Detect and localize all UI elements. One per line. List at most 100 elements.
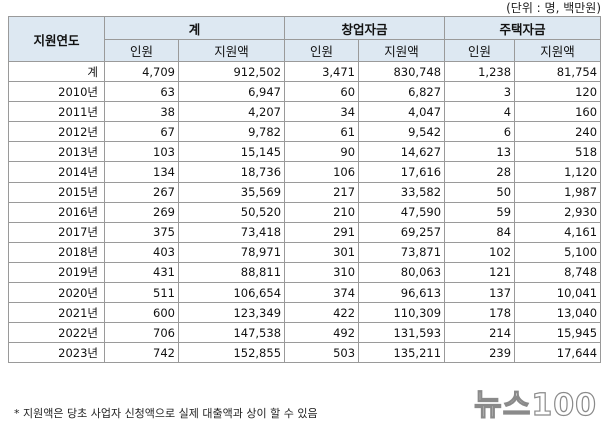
value-cell: 14,627 [358, 141, 446, 163]
value-cell: 102 [444, 241, 516, 263]
value-cell: 106 [284, 161, 360, 183]
value-cell: 35,569 [177, 181, 286, 203]
value-cell: 18,736 [177, 161, 286, 183]
row-year-cell: 2013년 [8, 141, 105, 163]
row-year-cell: 2010년 [8, 81, 105, 103]
value-cell: 600 [104, 302, 179, 324]
sub-header: 지원액 [177, 39, 286, 62]
sub-header: 지원액 [358, 39, 446, 62]
value-cell: 267 [104, 181, 179, 203]
value-cell: 4,207 [177, 101, 286, 123]
value-cell: 503 [284, 342, 360, 364]
value-cell: 34 [284, 101, 360, 123]
table-row: 2016년 269 50,520 210 47,590 59 2,930 [8, 201, 602, 223]
value-cell: 301 [284, 241, 360, 263]
value-cell: 8,748 [514, 261, 602, 284]
value-cell: 210 [284, 201, 360, 223]
value-cell: 13 [444, 141, 516, 163]
value-cell: 63 [104, 81, 179, 103]
watermark-logo: 뉴스100 [474, 387, 597, 423]
value-cell: 47,590 [358, 201, 446, 223]
value-cell: 120 [514, 81, 602, 103]
value-cell: 4,047 [358, 101, 446, 123]
value-cell: 60 [284, 81, 360, 103]
value-cell: 4,161 [514, 221, 602, 243]
value-cell: 84 [444, 221, 516, 243]
sub-header: 인원 [444, 39, 516, 62]
value-cell: 81,754 [514, 60, 602, 83]
group-header-startup: 창업자금 [284, 16, 446, 40]
row-year-cell: 2012년 [8, 121, 105, 143]
value-cell: 9,782 [177, 121, 286, 143]
value-cell: 90 [284, 141, 360, 163]
value-cell: 152,855 [177, 342, 286, 364]
row-year-cell: 계 [8, 60, 105, 83]
table-row: 2020년 511 106,654 374 96,613 137 10,041 [8, 282, 602, 304]
value-cell: 123,349 [177, 302, 286, 324]
value-cell: 5,100 [514, 241, 602, 263]
table-row: 2018년 403 78,971 301 73,871 102 5,100 [8, 241, 602, 263]
value-cell: 147,538 [177, 322, 286, 344]
value-cell: 13,040 [514, 302, 602, 324]
value-cell: 422 [284, 302, 360, 324]
table-row: 2012년 67 9,782 61 9,542 6 240 [8, 121, 602, 143]
value-cell: 240 [514, 121, 602, 143]
value-cell: 50 [444, 181, 516, 203]
value-cell: 38 [104, 101, 179, 123]
footnote: * 지원액은 당초 사업자 신청액으로 실제 대출액과 상이 할 수 있음 [14, 407, 318, 420]
table-row: 2021년 600 123,349 422 110,309 178 13,040 [8, 302, 602, 324]
value-cell: 291 [284, 221, 360, 243]
value-cell: 178 [444, 302, 516, 324]
table-row: 계 4,709 912,502 3,471 830,748 1,238 81,754 [8, 60, 602, 83]
value-cell: 706 [104, 322, 179, 344]
row-year-cell: 2019년 [8, 261, 105, 284]
value-cell: 269 [104, 201, 179, 223]
value-cell: 6 [444, 121, 516, 143]
value-cell: 2,930 [514, 201, 602, 223]
value-cell: 61 [284, 121, 360, 143]
group-header-total: 계 [103, 16, 286, 40]
value-cell: 88,811 [177, 261, 286, 284]
value-cell: 1,987 [514, 181, 602, 203]
row-year-cell: 2020년 [8, 282, 105, 304]
row-year-cell: 2021년 [8, 302, 105, 324]
value-cell: 518 [514, 141, 602, 163]
value-cell: 73,871 [358, 241, 446, 263]
value-cell: 214 [444, 322, 516, 344]
value-cell: 3,471 [284, 60, 360, 83]
value-cell: 1,120 [514, 161, 602, 183]
value-cell: 17,616 [358, 161, 446, 183]
group-header-housing: 주택자금 [444, 16, 602, 40]
value-cell: 375 [104, 221, 179, 243]
unit-note: (단위 : 명, 백만원) [506, 1, 601, 15]
row-year-cell: 2015년 [8, 181, 105, 203]
value-cell: 6,947 [177, 81, 286, 103]
table-row: 2010년 63 6,947 60 6,827 3 120 [8, 81, 602, 103]
value-cell: 67 [104, 121, 179, 143]
row-year-cell: 2011년 [8, 101, 105, 123]
row-year-cell: 2023년 [8, 342, 105, 364]
value-cell: 9,542 [358, 121, 446, 143]
value-cell: 6,827 [358, 81, 446, 103]
value-cell: 80,063 [358, 261, 446, 284]
table-body: 계 4,709 912,502 3,471 830,748 1,238 81,754 2010… [8, 60, 602, 364]
table-row: 2011년 38 4,207 34 4,047 4 160 [8, 101, 602, 123]
row-year-cell: 2022년 [8, 322, 105, 344]
value-cell: 110,309 [358, 302, 446, 324]
value-cell: 15,945 [514, 322, 602, 344]
value-cell: 78,971 [177, 241, 286, 263]
value-cell: 374 [284, 282, 360, 304]
table-row: 2014년 134 18,736 106 17,616 28 1,120 [8, 161, 602, 183]
value-cell: 742 [104, 342, 179, 364]
value-cell: 28 [444, 161, 516, 183]
year-header: 지원연도 [8, 16, 105, 62]
value-cell: 59 [444, 201, 516, 223]
value-cell: 217 [284, 181, 360, 203]
row-year-cell: 2014년 [8, 161, 105, 183]
row-year-cell: 2017년 [8, 221, 105, 243]
value-cell: 403 [104, 241, 179, 263]
value-cell: 1,238 [444, 60, 516, 83]
value-cell: 4,709 [104, 60, 179, 83]
value-cell: 310 [284, 261, 360, 284]
